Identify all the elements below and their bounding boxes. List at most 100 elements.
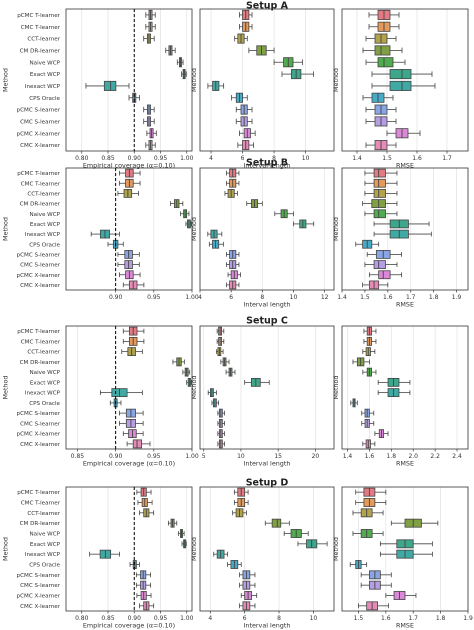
setup-title: Setup A xyxy=(246,0,289,11)
box-4 xyxy=(390,518,439,528)
y-axis-label: Method xyxy=(332,217,340,241)
box-1 xyxy=(122,326,145,336)
panel-frame xyxy=(65,325,193,450)
x-tick-label: 1.6 xyxy=(412,155,422,162)
x-tick-label: 1.8 xyxy=(429,294,439,301)
x-tick-label: 0.90 xyxy=(128,155,142,162)
x-axis-label: RMSE xyxy=(396,162,414,170)
x-tick-label: 1.6 xyxy=(381,615,391,622)
method-label: CMC X-learner xyxy=(20,442,61,448)
method-label: Exact WCP xyxy=(30,222,61,228)
panel-frame xyxy=(65,8,193,152)
box-iqr xyxy=(373,189,386,198)
y-axis-label: Method xyxy=(2,537,10,561)
x-tick-label: 0.95 xyxy=(147,453,161,460)
box-4 xyxy=(362,199,398,208)
box-12 xyxy=(139,601,155,611)
box-4 xyxy=(248,45,275,56)
method-label: pCMC T-learner xyxy=(17,329,60,335)
y-axis-label: Method xyxy=(190,68,198,92)
box-11 xyxy=(119,270,141,280)
box-9 xyxy=(361,408,375,418)
box-2 xyxy=(239,21,253,32)
box-1 xyxy=(216,326,225,336)
box-6 xyxy=(281,69,314,80)
x-tick-label: 2.0 xyxy=(408,453,418,460)
box-10 xyxy=(135,580,151,590)
method-label: pCMC T-learner xyxy=(17,171,60,177)
method-label: CMC X-learner xyxy=(20,283,61,289)
box-8 xyxy=(231,92,248,103)
box-10 xyxy=(361,418,375,428)
box-4 xyxy=(264,518,290,528)
box-1 xyxy=(145,9,156,20)
method-label: CCT-learner xyxy=(27,350,60,356)
method-label: Naive WCP xyxy=(29,212,60,218)
x-tick-label: 6 xyxy=(241,155,245,162)
box-3 xyxy=(364,189,398,198)
method-label: pCMC X-learner xyxy=(17,432,61,438)
method-label: CMC S-learner xyxy=(20,583,61,589)
box-11 xyxy=(369,270,402,280)
box-2 xyxy=(364,178,398,188)
box-6 xyxy=(181,539,187,549)
box-2 xyxy=(355,498,387,507)
box-5 xyxy=(283,529,309,538)
method-label: Inexact WCP xyxy=(25,232,61,238)
method-label: pCMC X-learner xyxy=(17,594,61,600)
setup-a-coverage: 0.80 0.85 0.90 0.95 1.00 Empirical coverage (… xyxy=(2,8,194,170)
x-tick-label: 0.85 xyxy=(101,155,115,162)
box-4 xyxy=(167,518,178,528)
x-tick-label: 1.00 xyxy=(180,615,194,622)
x-tick-label: 1.7 xyxy=(442,155,452,162)
method-label: CM DR-learner xyxy=(20,202,61,208)
x-tick-label: 1.00 xyxy=(180,155,194,162)
x-tick-label: 10 xyxy=(237,453,245,460)
box-12 xyxy=(237,140,255,151)
x-tick-label: 1.9 xyxy=(452,294,462,301)
method-label: CPS Oracle xyxy=(29,563,60,569)
box-iqr xyxy=(373,168,386,178)
method-label: CPS Oracle xyxy=(29,242,60,248)
box-5 xyxy=(352,529,384,538)
setup-d-coverage: 0.80 0.85 0.90 0.95 1.00 Empirical coverage (… xyxy=(2,486,194,630)
method-label: pCMC T-learner xyxy=(17,490,60,496)
box-12 xyxy=(145,140,156,151)
panel-frame xyxy=(199,486,335,612)
box-5 xyxy=(273,57,303,68)
box-12 xyxy=(126,439,151,449)
box-11 xyxy=(386,128,421,139)
box-3 xyxy=(362,347,376,357)
box-5 xyxy=(177,529,185,538)
box-10 xyxy=(119,418,144,428)
method-label: Exact WCP xyxy=(30,380,61,386)
x-tick-label: 0.95 xyxy=(154,155,168,162)
box-2 xyxy=(363,336,377,346)
box-5 xyxy=(180,209,190,219)
method-label: pCMC X-learner xyxy=(17,131,61,137)
x-tick-label: 15 xyxy=(274,453,282,460)
y-axis-label: Method xyxy=(332,68,340,92)
box-5 xyxy=(182,367,191,377)
box-9 xyxy=(226,250,240,259)
box-7 xyxy=(99,388,143,398)
method-label: CPS Oracle xyxy=(29,401,60,407)
x-tick-label: 1.4 xyxy=(352,155,362,162)
box-iqr xyxy=(373,209,386,219)
box-8 xyxy=(350,398,358,408)
method-label: CPS Oracle xyxy=(29,96,60,102)
setup-b-coverage: 0.90 0.95 1.00 Method pCMC T-learner CMC T-le… xyxy=(2,167,199,301)
box-iqr xyxy=(389,69,412,80)
method-label: Inexact WCP xyxy=(25,84,61,90)
box-7 xyxy=(377,388,411,398)
method-label: CMC T-learner xyxy=(21,181,61,187)
box-10 xyxy=(365,116,397,127)
x-tick-label: 1.8 xyxy=(387,453,397,460)
x-tick-label: 1.8 xyxy=(436,615,446,622)
panel-frame xyxy=(341,325,469,450)
x-tick-label: 0.85 xyxy=(101,615,115,622)
box-12 xyxy=(226,280,240,290)
x-tick-label: 20 xyxy=(312,453,320,460)
x-tick-label: 0.90 xyxy=(109,453,123,460)
x-tick-label: 8 xyxy=(277,615,281,622)
